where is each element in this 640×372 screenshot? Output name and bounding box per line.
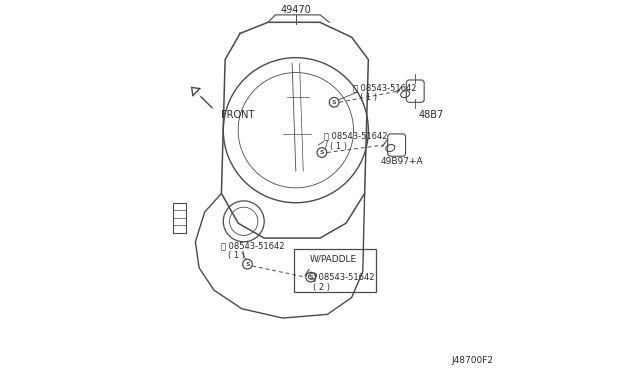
Text: J48700F2: J48700F2: [451, 356, 493, 365]
Text: 49470: 49470: [280, 6, 311, 15]
Text: 49B97+A: 49B97+A: [381, 157, 423, 166]
Text: ( 1 ): ( 1 ): [360, 93, 377, 102]
Text: W/PADDLE: W/PADDLE: [310, 254, 356, 263]
Text: S: S: [308, 275, 313, 280]
Text: ( 1 ): ( 1 ): [228, 251, 245, 260]
Circle shape: [330, 97, 339, 107]
Circle shape: [317, 148, 326, 157]
Text: S: S: [332, 100, 337, 105]
Text: Ⓢ 08543-51642: Ⓢ 08543-51642: [353, 83, 417, 92]
Text: 48B7: 48B7: [419, 110, 444, 120]
Circle shape: [243, 259, 252, 269]
Text: S: S: [245, 262, 250, 267]
Text: Ⓢ 08543-51642: Ⓢ 08543-51642: [221, 241, 285, 250]
Text: ( 1 ): ( 1 ): [330, 142, 347, 151]
Text: Ⓢ 08543-51642: Ⓢ 08543-51642: [310, 273, 374, 282]
Text: S: S: [319, 150, 324, 155]
Text: FRONT: FRONT: [221, 110, 255, 120]
Circle shape: [306, 272, 316, 282]
Text: ( 2 ): ( 2 ): [314, 283, 330, 292]
Bar: [294, 249, 376, 292]
Text: Ⓢ 08543-51642: Ⓢ 08543-51642: [324, 131, 387, 140]
